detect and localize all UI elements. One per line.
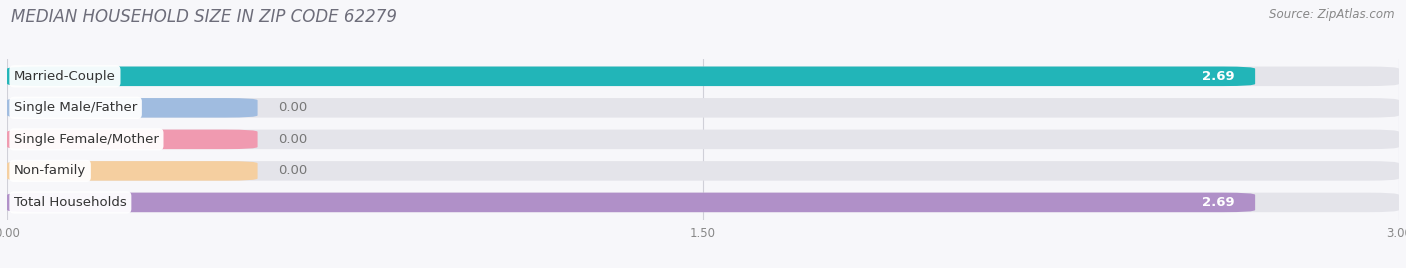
Text: Married-Couple: Married-Couple	[14, 70, 115, 83]
Text: Single Female/Mother: Single Female/Mother	[14, 133, 159, 146]
FancyBboxPatch shape	[7, 66, 1256, 86]
Text: MEDIAN HOUSEHOLD SIZE IN ZIP CODE 62279: MEDIAN HOUSEHOLD SIZE IN ZIP CODE 62279	[11, 8, 398, 26]
Text: 0.00: 0.00	[278, 164, 308, 177]
Text: 0.00: 0.00	[278, 133, 308, 146]
Text: 2.69: 2.69	[1202, 70, 1234, 83]
Text: Total Households: Total Households	[14, 196, 127, 209]
FancyBboxPatch shape	[7, 193, 1256, 212]
Text: Source: ZipAtlas.com: Source: ZipAtlas.com	[1270, 8, 1395, 21]
Text: Single Male/Father: Single Male/Father	[14, 101, 138, 114]
Text: 0.00: 0.00	[278, 101, 308, 114]
Text: 2.69: 2.69	[1202, 196, 1234, 209]
FancyBboxPatch shape	[7, 161, 1399, 181]
FancyBboxPatch shape	[7, 130, 1399, 149]
FancyBboxPatch shape	[7, 98, 1399, 118]
FancyBboxPatch shape	[7, 66, 1399, 86]
FancyBboxPatch shape	[7, 98, 257, 118]
FancyBboxPatch shape	[7, 193, 1399, 212]
FancyBboxPatch shape	[7, 161, 257, 181]
FancyBboxPatch shape	[7, 130, 257, 149]
Text: Non-family: Non-family	[14, 164, 86, 177]
